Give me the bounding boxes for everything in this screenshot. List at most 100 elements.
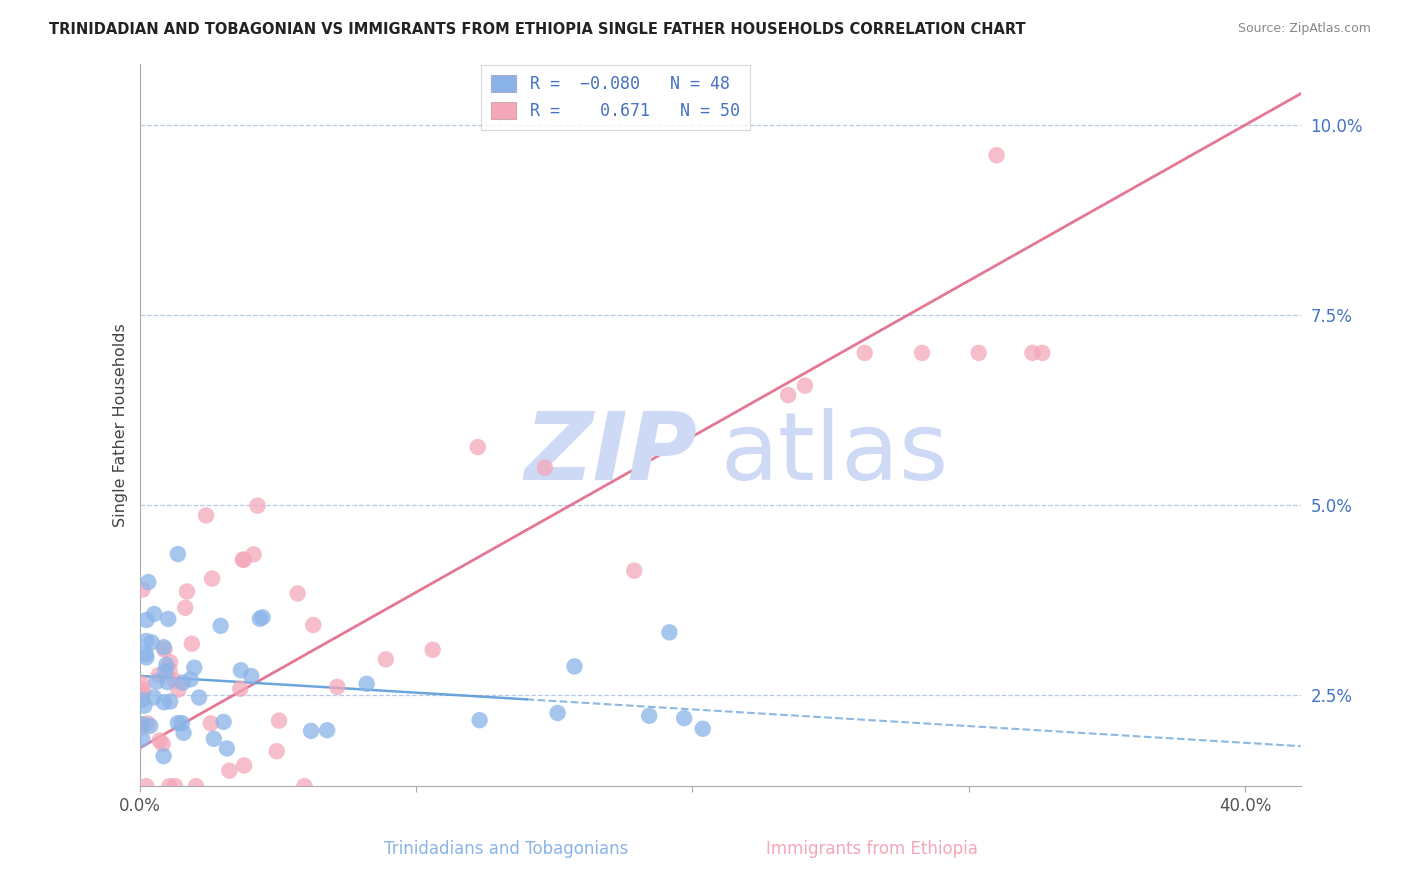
Point <box>167 716 190 731</box>
Point <box>176 584 198 599</box>
Point <box>141 635 163 649</box>
Point <box>167 682 190 697</box>
Point <box>174 600 197 615</box>
Text: Source: ZipAtlas.com: Source: ZipAtlas.com <box>1237 22 1371 36</box>
Point <box>316 723 339 738</box>
Point <box>299 723 322 738</box>
Point <box>218 764 240 778</box>
Point <box>131 693 153 707</box>
Text: ZIP: ZIP <box>524 408 697 500</box>
Text: Trinidadians and Tobagonians: Trinidadians and Tobagonians <box>384 840 628 858</box>
Point <box>153 695 176 709</box>
Point <box>287 586 309 600</box>
Point <box>1021 346 1043 360</box>
Point <box>173 726 195 740</box>
Point <box>986 148 1008 162</box>
Point <box>131 686 153 700</box>
Point <box>139 719 162 733</box>
Point <box>215 741 238 756</box>
Point <box>152 749 174 764</box>
Point <box>136 716 159 731</box>
Point <box>157 779 180 793</box>
Point <box>152 640 174 655</box>
Point <box>131 717 153 731</box>
Point <box>148 668 170 682</box>
Point <box>135 650 157 665</box>
Point <box>242 547 264 561</box>
Point <box>155 657 177 672</box>
Point <box>233 758 256 772</box>
Point <box>202 731 225 746</box>
Point <box>294 779 316 793</box>
Point <box>534 460 557 475</box>
Point <box>326 680 349 694</box>
Legend: R =  −0.080   N = 48, R =    0.671   N = 50: R = −0.080 N = 48, R = 0.671 N = 50 <box>481 65 749 130</box>
Point <box>623 564 645 578</box>
Point <box>1031 346 1053 360</box>
Point <box>564 659 586 673</box>
Point <box>252 610 274 624</box>
Point <box>152 737 174 751</box>
Point <box>422 642 444 657</box>
Point <box>195 508 218 523</box>
Point <box>232 552 254 566</box>
Point <box>180 672 202 686</box>
Point <box>229 681 252 696</box>
Point <box>467 440 489 454</box>
Point <box>145 674 167 689</box>
Point <box>638 708 661 723</box>
Point <box>155 665 177 679</box>
Point <box>209 619 232 633</box>
Point <box>468 713 491 727</box>
Point <box>143 607 166 621</box>
Text: Immigrants from Ethiopia: Immigrants from Ethiopia <box>766 840 977 858</box>
Point <box>170 716 193 731</box>
Point <box>156 675 179 690</box>
Point <box>184 779 207 793</box>
Point <box>131 720 153 734</box>
Point <box>240 669 263 683</box>
Point <box>200 716 222 731</box>
Point <box>212 714 235 729</box>
Point <box>131 731 153 746</box>
Text: TRINIDADIAN AND TOBAGONIAN VS IMMIGRANTS FROM ETHIOPIA SINGLE FATHER HOUSEHOLDS : TRINIDADIAN AND TOBAGONIAN VS IMMIGRANTS… <box>49 22 1026 37</box>
Point <box>302 618 325 632</box>
Point <box>142 690 165 705</box>
Point <box>853 346 876 360</box>
Point <box>131 582 153 597</box>
Point <box>547 706 569 720</box>
Point <box>163 673 186 688</box>
Point <box>356 677 378 691</box>
Point <box>183 660 205 674</box>
Point <box>229 663 252 677</box>
Point <box>967 346 990 360</box>
Point <box>266 744 288 758</box>
Point <box>135 613 157 627</box>
Point <box>794 378 817 392</box>
Point <box>249 612 271 626</box>
Point <box>136 575 159 590</box>
Point <box>658 625 681 640</box>
Point <box>157 612 180 626</box>
Point <box>201 572 224 586</box>
Point <box>246 499 269 513</box>
Point <box>132 682 155 697</box>
Point <box>188 690 211 705</box>
Point <box>153 642 176 657</box>
Point <box>267 714 290 728</box>
Point <box>692 722 714 736</box>
Point <box>159 694 181 708</box>
Point <box>374 652 396 666</box>
Point <box>911 346 934 360</box>
Point <box>172 675 194 690</box>
Point <box>180 637 202 651</box>
Point <box>165 779 187 793</box>
Point <box>135 779 157 793</box>
Point <box>135 634 157 648</box>
Point <box>134 698 156 713</box>
Point <box>159 663 181 677</box>
Point <box>149 733 172 747</box>
Point <box>159 655 181 669</box>
Point <box>131 677 153 691</box>
Point <box>167 547 190 561</box>
